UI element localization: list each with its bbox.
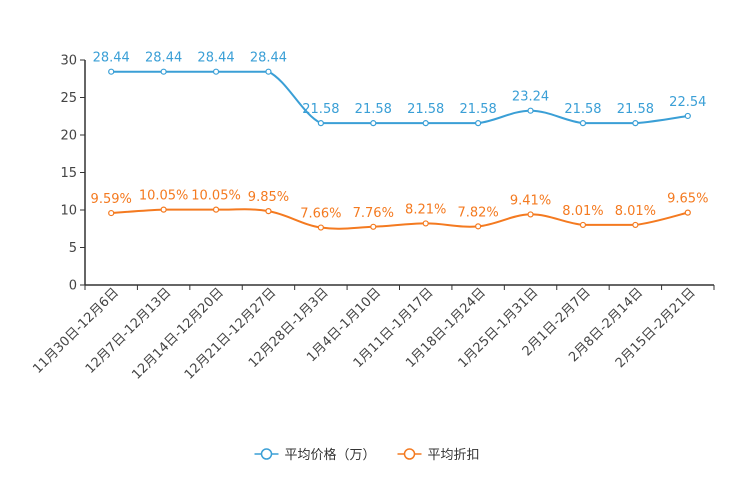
- y-tick-label: 25: [60, 91, 77, 106]
- y-tick-label: 10: [60, 204, 77, 219]
- y-tick-label: 5: [69, 241, 77, 256]
- data-label: 9.85%: [248, 190, 289, 205]
- data-label: 7.76%: [353, 206, 394, 221]
- y-tick-label: 20: [60, 129, 77, 144]
- x-tick-label: 11月30日-12月6日: [30, 285, 122, 377]
- legend-marker-icon: [403, 448, 416, 460]
- data-point: [108, 209, 115, 217]
- data-point: [632, 221, 639, 229]
- data-label: 10.05%: [191, 189, 241, 204]
- data-label: 28.44: [197, 51, 234, 66]
- data-label: 9.41%: [510, 193, 551, 208]
- data-label: 28.44: [93, 51, 130, 66]
- data-point: [579, 120, 587, 127]
- data-point: [265, 208, 272, 215]
- data-point: [317, 120, 324, 127]
- data-point: [212, 206, 220, 213]
- series-layer: [108, 68, 691, 231]
- data-label: 21.58: [460, 102, 497, 117]
- legend-marker-icon: [260, 448, 273, 460]
- data-label: 7.82%: [457, 205, 498, 220]
- legend-label: 平均折扣: [428, 448, 480, 463]
- data-label: 21.58: [407, 102, 444, 117]
- data-point: [370, 120, 377, 127]
- data-point: [475, 120, 482, 127]
- legend[interactable]: 平均价格（万） 平均折扣: [254, 447, 480, 463]
- data-point: [160, 68, 167, 75]
- data-label: 23.24: [512, 90, 549, 105]
- data-labels: 28.44 28.44 28.44 28.44 21.58 21.58 21.58 21.58…: [91, 51, 709, 222]
- data-label: 21.58: [617, 102, 654, 117]
- data-point: [370, 223, 377, 230]
- data-point: [160, 206, 167, 213]
- legend-item-2[interactable]: 平均折扣: [397, 448, 480, 463]
- data-label: 22.54: [669, 95, 706, 110]
- legend-label: 平均价格（万）: [285, 447, 376, 463]
- data-point: [527, 107, 534, 114]
- data-point: [422, 120, 429, 127]
- data-point: [527, 211, 534, 218]
- data-label: 9.65%: [667, 192, 708, 207]
- x-tick-label: 12月21日-12月27日: [182, 285, 279, 382]
- x-tick-label: 12月14日-12月20日: [129, 285, 226, 382]
- data-label: 7.66%: [300, 207, 341, 222]
- data-point: [422, 220, 429, 227]
- data-label: 28.44: [250, 51, 287, 66]
- data-label: 8.01%: [615, 204, 656, 219]
- legend-item-1[interactable]: 平均价格（万）: [254, 447, 376, 463]
- data-point: [475, 223, 482, 230]
- data-label: 9.59%: [91, 192, 132, 207]
- data-label: 21.58: [302, 102, 339, 117]
- data-label: 10.05%: [139, 189, 189, 204]
- y-tick-label: 30: [60, 54, 77, 69]
- data-point: [212, 68, 220, 75]
- data-point: [108, 68, 115, 75]
- y-tick-label: 15: [60, 166, 77, 181]
- series-line-1: [111, 70, 688, 125]
- data-label: 21.58: [564, 102, 601, 117]
- data-point: [684, 209, 691, 216]
- data-point: [317, 224, 324, 231]
- data-label: 28.44: [145, 51, 182, 66]
- y-tick-label: 0: [69, 279, 77, 294]
- data-point: [579, 221, 587, 229]
- series-line-2: [111, 208, 689, 230]
- data-label: 21.58: [355, 102, 392, 117]
- data-point: [684, 112, 691, 120]
- data-label: 8.21%: [405, 202, 446, 217]
- data-label: 8.01%: [562, 204, 603, 219]
- data-point: [632, 120, 639, 127]
- data-point: [265, 68, 272, 75]
